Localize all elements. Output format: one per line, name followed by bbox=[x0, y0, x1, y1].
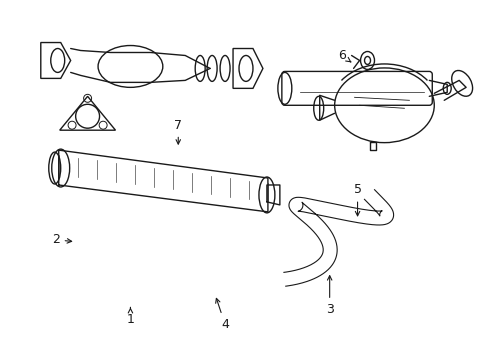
Text: 5: 5 bbox=[353, 184, 361, 216]
Text: 7: 7 bbox=[174, 119, 182, 144]
Text: 6: 6 bbox=[337, 49, 350, 62]
Text: 2: 2 bbox=[52, 233, 72, 246]
Text: 4: 4 bbox=[215, 298, 228, 331]
Text: 3: 3 bbox=[325, 276, 333, 316]
Text: 1: 1 bbox=[126, 307, 134, 326]
